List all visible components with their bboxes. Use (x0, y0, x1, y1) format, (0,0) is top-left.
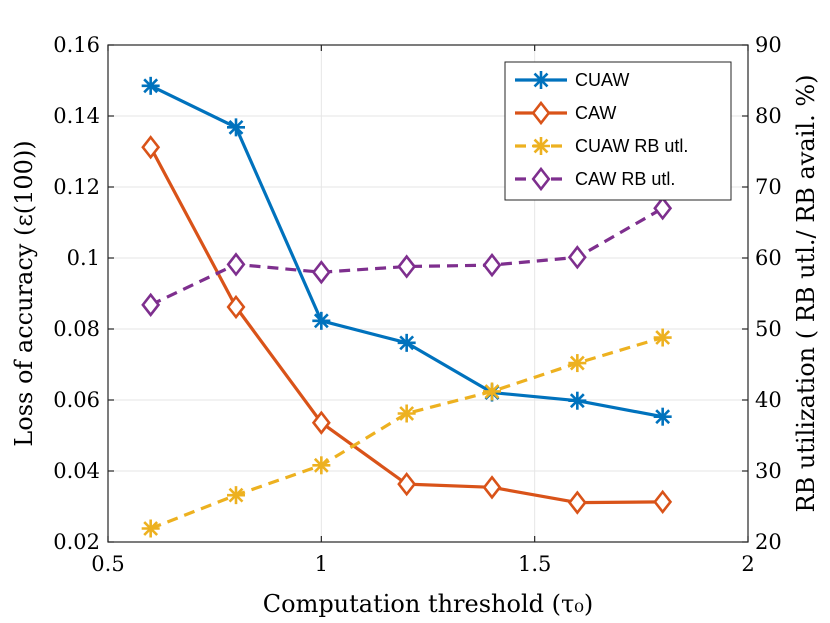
y-left-axis-label: Loss of accuracy (ε(100)) (10, 140, 38, 446)
y-left-tick-label: 0.16 (53, 33, 100, 57)
data-point-caw (653, 489, 673, 514)
x-tick-label: 2 (741, 552, 754, 576)
y-left-tick-label: 0.04 (53, 459, 100, 483)
x-tick-label: 1.5 (518, 552, 551, 576)
marker-stroke (569, 355, 585, 371)
marker-stroke (143, 521, 159, 536)
series-caw (141, 135, 673, 515)
data-point-cuaw (397, 333, 416, 352)
y-right-tick-label: 40 (755, 388, 782, 412)
data-point-caw-rb-utl (567, 245, 587, 270)
data-point-cuaw (568, 391, 587, 410)
x-axis-label: Computation threshold (τ₀) (263, 590, 594, 618)
y-right-axis-label: RB utilization ( RB utl./ RB avail. %) (792, 74, 820, 512)
y-right-tick-label: 80 (755, 104, 782, 128)
data-point-caw-rb-utl (397, 254, 417, 279)
data-point-caw (311, 410, 331, 435)
data-point-cuaw (312, 311, 331, 330)
data-point-cuaw-rb-utl (312, 456, 331, 475)
y-right-tick-label: 20 (755, 530, 782, 554)
marker-stroke (655, 409, 671, 425)
legend-entry-cuaw: CUAW (515, 70, 629, 90)
data-point-cuaw (227, 118, 245, 137)
x-tick-label: 0.5 (91, 552, 124, 576)
legend-marker-caw (531, 100, 551, 126)
data-point-caw-rb-utl (653, 196, 673, 221)
data-point-cuaw (653, 407, 672, 426)
marker-stroke (313, 457, 329, 473)
legend-entry-caw-rb-utl: CAW RB utl. (515, 166, 675, 192)
legend-marker-cuaw-rb-utl (532, 137, 550, 155)
data-point-caw (567, 490, 587, 515)
y-left-tick-label: 0.06 (53, 388, 100, 412)
marker-stroke (533, 138, 549, 154)
marker-stroke (533, 72, 549, 88)
marker-stroke (399, 335, 415, 351)
y-left-tick-label: 0.14 (53, 104, 100, 128)
data-point-cuaw-rb-utl (568, 354, 587, 373)
y-right-tick-label: 60 (755, 246, 782, 270)
series-cuaw (141, 76, 672, 426)
data-point-caw (226, 294, 246, 320)
data-point-cuaw-rb-utl (141, 519, 160, 538)
legend: CUAW CAW CUAW RB utl. CAW RB utl. (504, 61, 732, 201)
legend-label-cuaw-rb-utl: CUAW RB utl. (575, 136, 688, 156)
marker-stroke (313, 313, 329, 329)
series-layer (141, 76, 673, 538)
marker-stroke (569, 393, 585, 409)
legend-entry-caw: CAW (515, 100, 616, 126)
data-point-caw-rb-utl (311, 260, 331, 285)
axes-layer: 0.5 1 1.5 2 0.02 0.04 0.06 0.08 0.1 0.12 0.14 0.16 2… (10, 33, 820, 618)
legend-label-caw-rb-utl: CAW RB utl. (575, 169, 675, 189)
y-left-tick-label: 0.02 (53, 530, 100, 554)
data-point-caw (482, 475, 502, 500)
marker-stroke (143, 78, 159, 94)
y-left-tick-label: 0.08 (53, 317, 100, 341)
data-point-cuaw-rb-utl (653, 328, 672, 347)
y-left-tick-label: 0.1 (67, 246, 100, 270)
data-point-cuaw-rb-utl (397, 404, 416, 423)
y-left-tick-label: 0.12 (53, 175, 100, 199)
legend-marker-cuaw (532, 71, 550, 89)
data-point-cuaw-rb-utl (227, 486, 245, 505)
series-caw-rb-utl (141, 196, 673, 317)
legend-entry-cuaw-rb-utl: CUAW RB utl. (515, 136, 688, 156)
data-point-caw (397, 472, 417, 497)
marker-stroke (655, 330, 671, 345)
marker-stroke (399, 406, 415, 421)
legend-marker-caw-rb-utl (531, 166, 551, 192)
marker-stroke (228, 119, 244, 135)
marker-stroke (484, 384, 500, 399)
marker-stroke (228, 487, 244, 503)
y-right-tick-label: 50 (755, 317, 782, 341)
y-right-tick-label: 90 (755, 33, 782, 57)
legend-label-cuaw: CUAW (575, 70, 629, 90)
y-right-tick-label: 30 (755, 459, 782, 483)
data-point-cuaw-rb-utl (483, 382, 501, 401)
data-point-caw (141, 135, 161, 160)
data-point-caw-rb-utl (141, 292, 161, 317)
y-right-tick-label: 70 (755, 175, 782, 199)
series-cuaw-rb-utl (141, 328, 672, 538)
plot-frame (107, 44, 749, 543)
legend-label-caw: CAW (575, 103, 616, 123)
x-tick-label: 1 (315, 552, 328, 576)
data-point-caw-rb-utl (226, 252, 246, 277)
data-point-caw-rb-utl (482, 252, 502, 278)
data-point-cuaw (141, 76, 160, 95)
